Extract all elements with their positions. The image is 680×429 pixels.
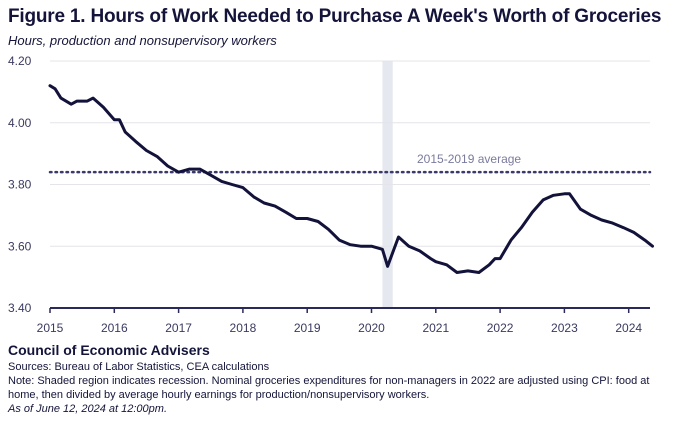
x-tick-label: 2020 (358, 321, 385, 335)
note: Note: Shaded region indicates recession.… (8, 375, 650, 401)
chart-title: Figure 1. Hours of Work Needed to Purcha… (8, 6, 662, 27)
y-tick-label: 4.00 (8, 116, 32, 130)
as-of: As of June 12, 2024 at 12:00pm. (8, 403, 168, 415)
footer: Council of Economic Advisers Sources: Bu… (8, 343, 680, 416)
y-tick-label: 4.20 (8, 54, 32, 68)
line-chart: 4.20 4.00 3.80 3.60 3.40 2015 2016 2017 2018 2019… (8, 54, 654, 335)
x-tick-label: 2017 (165, 321, 192, 335)
x-tick-label: 2024 (615, 321, 642, 335)
chart-subtitle: Hours, production and nonsupervisory wor… (8, 33, 277, 48)
x-tick-label: 2016 (101, 321, 128, 335)
x-tick-label: 2019 (294, 321, 321, 335)
series-line (48, 84, 654, 274)
organization: Council of Economic Advisers (8, 342, 210, 358)
x-tick-label: 2018 (230, 321, 257, 335)
y-tick-label: 3.80 (8, 178, 32, 192)
x-tick-label: 2022 (487, 321, 514, 335)
x-tick-label: 2021 (422, 321, 449, 335)
sources: Sources: Bureau of Labor Statistics, CEA… (8, 361, 270, 373)
average-label: 2015-2019 average (417, 152, 521, 166)
y-tick-label: 3.60 (8, 239, 32, 253)
x-tick-label: 2015 (37, 321, 64, 335)
y-tick-label: 3.40 (8, 301, 32, 315)
x-tick-label: 2023 (551, 321, 578, 335)
